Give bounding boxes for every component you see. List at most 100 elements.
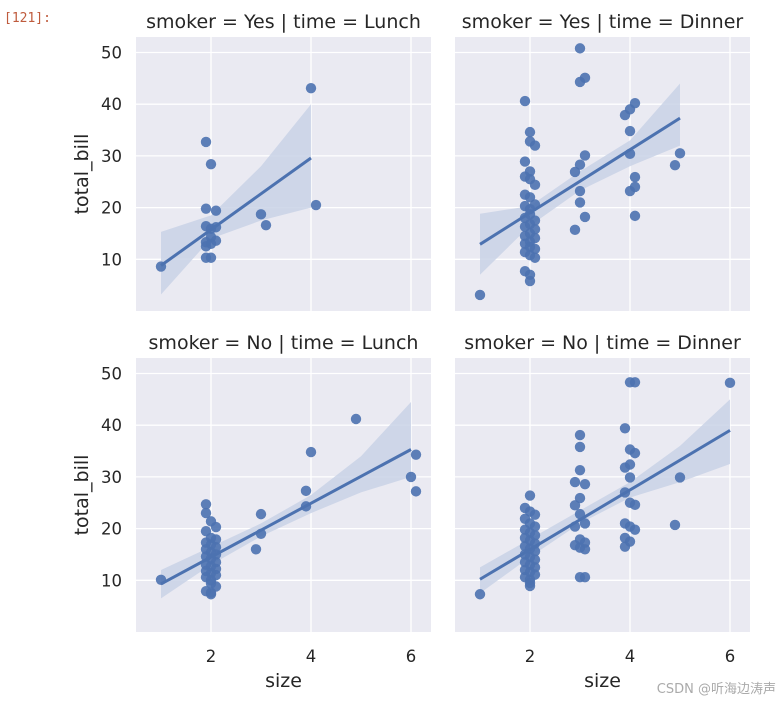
data-point (210, 235, 222, 246)
data-point (569, 476, 581, 488)
data-point (619, 462, 631, 473)
facet-panel-1: smoker = Yes | time = Lunch 10 20 30 40 50 tot… (71, 11, 431, 311)
data-point (529, 509, 541, 520)
y-tick-label: 20 (101, 199, 122, 218)
data-point (529, 179, 541, 191)
data-point (524, 192, 536, 203)
data-point (619, 109, 631, 121)
data-point (574, 43, 586, 54)
data-point (574, 185, 586, 197)
data-point (629, 499, 641, 511)
cell-prompt: [121]: (4, 11, 51, 26)
data-point (574, 492, 586, 504)
data-point (629, 447, 641, 459)
facet-panel-3: smoker = No | time = Lunch 10 20 30 40 50 tota… (71, 332, 431, 692)
y-tick-label: 50 (101, 44, 122, 63)
data-point (524, 580, 536, 592)
data-point (529, 140, 541, 151)
x-axis-label: size (584, 670, 621, 692)
data-point (579, 150, 591, 161)
data-point (574, 441, 586, 453)
data-point (579, 72, 591, 84)
data-point (574, 159, 586, 170)
x-tick-label: 6 (406, 647, 417, 666)
data-point (200, 241, 212, 252)
y-tick-label: 40 (101, 416, 122, 435)
regression-line (479, 116, 681, 246)
data-point (255, 209, 267, 220)
x-tick-label: 4 (306, 647, 317, 666)
data-point (524, 126, 536, 138)
x-tick-label: 2 (206, 647, 217, 666)
data-point (205, 252, 217, 263)
data-point (669, 160, 681, 171)
data-point (619, 541, 631, 552)
watermark: CSDN @听海边涛声 (656, 682, 776, 697)
data-point (574, 197, 586, 208)
data-point (624, 185, 636, 197)
panel-title: smoker = Yes | time = Dinner (462, 11, 744, 33)
data-point (350, 413, 362, 425)
data-point (310, 199, 322, 211)
confidence-band (161, 104, 311, 295)
y-tick-label: 50 (101, 365, 122, 384)
data-point (410, 449, 422, 460)
facet-panel-4: smoker = No | time = Dinner 2 4 6 size (455, 332, 750, 692)
data-point (524, 490, 536, 501)
data-point (529, 252, 541, 263)
regression-line (160, 448, 412, 586)
data-point (410, 486, 422, 497)
y-tick-label: 10 (101, 571, 122, 590)
data-point (305, 82, 317, 94)
x-axis-label: size (265, 670, 302, 692)
y-tick-label: 40 (101, 95, 122, 114)
data-point (200, 499, 212, 510)
data-point (629, 171, 641, 183)
data-point (624, 125, 636, 137)
confidence-band (480, 399, 730, 594)
data-point (574, 429, 586, 441)
data-point (619, 423, 631, 434)
data-point (200, 507, 212, 519)
data-point (524, 275, 536, 287)
data-point (200, 136, 212, 148)
data-point (474, 589, 486, 600)
data-point (669, 519, 681, 531)
regression-line (160, 156, 312, 267)
x-tick-label: 4 (625, 647, 636, 666)
confidence-band (480, 83, 680, 275)
data-point (300, 485, 312, 497)
x-tick-label: 2 (525, 647, 536, 666)
y-tick-label: 30 (101, 468, 122, 487)
panel-title: smoker = No | time = Dinner (464, 332, 741, 354)
data-point (569, 224, 581, 236)
y-axis-label: total_bill (71, 455, 93, 536)
data-point (674, 472, 686, 483)
data-point (405, 471, 417, 483)
data-point (305, 446, 317, 458)
y-tick-label: 10 (101, 250, 122, 269)
y-tick-label: 20 (101, 520, 122, 539)
data-point (519, 156, 531, 167)
data-point (579, 478, 591, 490)
data-point (474, 289, 486, 301)
panel-title: smoker = Yes | time = Lunch (146, 11, 421, 33)
data-point (519, 95, 531, 107)
data-point (205, 589, 217, 600)
panel-background (136, 358, 431, 632)
regression-line (479, 429, 731, 581)
data-point (574, 464, 586, 476)
data-point (569, 166, 581, 178)
data-point (724, 377, 736, 389)
data-point (579, 518, 591, 529)
facet-panel-2: smoker = Yes | time = Dinner (455, 11, 750, 311)
data-point (629, 97, 641, 109)
y-axis-label: total_bill (71, 134, 93, 215)
data-point (579, 572, 591, 583)
data-point (579, 211, 591, 223)
data-point (250, 544, 262, 555)
data-point (624, 472, 636, 483)
panel-title: smoker = No | time = Lunch (149, 332, 419, 354)
data-point (674, 148, 686, 159)
